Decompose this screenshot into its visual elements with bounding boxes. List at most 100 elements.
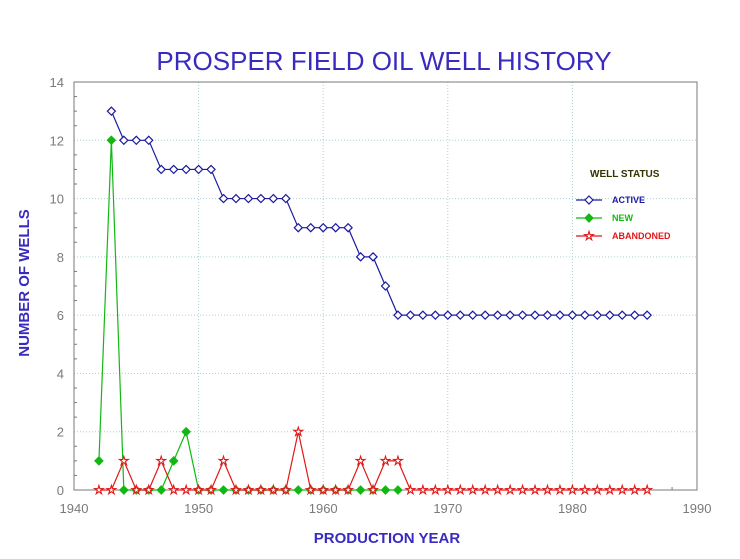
x-tick-label: 1940 [60, 501, 89, 516]
data-point-active [355, 252, 366, 262]
data-point-active [567, 310, 578, 320]
legend-marker-abandoned [582, 229, 596, 242]
data-point-abandoned [379, 454, 392, 467]
data-point-active [580, 310, 590, 320]
y-tick-label: 6 [57, 308, 64, 323]
data-point-active [467, 310, 478, 320]
data-point-active [256, 193, 266, 204]
data-point-active [480, 310, 491, 320]
x-axis-title: PRODUCTION YEAR [314, 530, 461, 547]
x-tick-label: 1970 [433, 501, 462, 516]
data-point-abandoned [242, 483, 255, 496]
data-point-active [118, 135, 129, 146]
data-point-active [555, 310, 565, 320]
data-point-active [305, 222, 316, 233]
data-point-abandoned [641, 483, 654, 496]
data-point-active [492, 310, 503, 320]
data-point-abandoned [267, 483, 280, 496]
data-point-active [418, 310, 428, 320]
data-point-abandoned [254, 483, 268, 496]
data-point-abandoned [229, 483, 243, 496]
data-point-new [168, 456, 179, 466]
axes: 0 2 4 6 8 10 12 14 1940 1950 1960 1970 1980 1990 [50, 75, 712, 516]
data-point-active [505, 310, 515, 320]
data-point-abandoned [566, 483, 579, 496]
series-line-active [110, 110, 648, 316]
data-point-active [330, 222, 341, 233]
series-active [106, 106, 653, 320]
y-tick-label: 8 [57, 250, 64, 265]
data-point-active [206, 164, 216, 175]
y-tick-label: 0 [57, 483, 64, 498]
data-point-active [218, 193, 229, 204]
data-point-new [380, 485, 391, 495]
data-point-new [94, 456, 104, 466]
data-point-active [530, 310, 540, 320]
data-point-active [368, 252, 378, 262]
data-point-active [393, 310, 403, 320]
data-point-abandoned [441, 483, 454, 496]
legend: WELL STATUS ACTIVE NEW ABANDONED [576, 169, 671, 242]
data-point-active [604, 310, 615, 320]
data-point-abandoned [130, 483, 143, 496]
x-tick-label: 1950 [184, 501, 213, 516]
data-point-abandoned [279, 483, 292, 496]
data-point-abandoned [117, 454, 130, 467]
data-point-active [617, 310, 628, 320]
data-point-active [181, 164, 191, 175]
legend-label-active: ACTIVE [612, 195, 645, 205]
data-point-abandoned [404, 483, 417, 496]
data-point-active [193, 164, 204, 175]
data-point-active [156, 164, 167, 175]
data-point-abandoned [479, 483, 492, 496]
data-point-new [156, 485, 167, 495]
data-point-abandoned [416, 483, 430, 496]
data-point-active [455, 310, 466, 320]
data-point-new [106, 135, 117, 146]
y-axis-title: NUMBER OF WELLS [16, 209, 33, 357]
data-point-abandoned [354, 454, 367, 467]
data-point-active [106, 106, 117, 116]
data-point-new [181, 426, 191, 437]
data-point-active [131, 135, 142, 146]
legend-label-new: NEW [612, 213, 634, 223]
x-tick-label: 1960 [309, 501, 338, 516]
data-point-active [629, 310, 640, 320]
legend-marker-new [584, 213, 594, 223]
data-point-abandoned [503, 483, 517, 496]
data-point-abandoned [578, 483, 592, 496]
data-point-active [542, 310, 553, 320]
data-point-abandoned [366, 483, 380, 496]
data-point-abandoned [179, 483, 193, 496]
data-point-active [405, 310, 416, 320]
data-point-abandoned [92, 483, 106, 496]
data-point-abandoned [192, 483, 205, 496]
data-point-active [592, 310, 603, 320]
data-point-abandoned [516, 483, 529, 496]
data-point-abandoned [466, 483, 479, 496]
y-tick-label: 10 [50, 192, 64, 207]
data-point-abandoned [105, 483, 118, 496]
x-tick-label: 1990 [683, 501, 712, 516]
data-point-abandoned [317, 483, 330, 496]
y-tick-label: 14 [50, 75, 64, 90]
data-point-active [231, 193, 241, 204]
data-point-active [168, 164, 179, 175]
data-point-abandoned [541, 483, 554, 496]
data-point-active [318, 222, 329, 233]
legend-marker-active [584, 195, 594, 205]
data-point-abandoned [553, 483, 567, 496]
data-point-active [143, 135, 154, 146]
chart-title: PROSPER FIELD OIL WELL HISTORY [156, 46, 611, 76]
data-point-active [293, 222, 304, 233]
data-point-active [280, 193, 291, 204]
data-point-active [517, 310, 528, 320]
data-point-abandoned [528, 483, 542, 496]
data-point-abandoned [292, 425, 305, 437]
data-point-abandoned [142, 483, 155, 496]
data-point-active [243, 193, 254, 204]
data-point-abandoned [429, 483, 442, 496]
series-line-abandoned [98, 431, 648, 492]
data-point-active [343, 222, 353, 233]
data-point-new [393, 485, 403, 495]
